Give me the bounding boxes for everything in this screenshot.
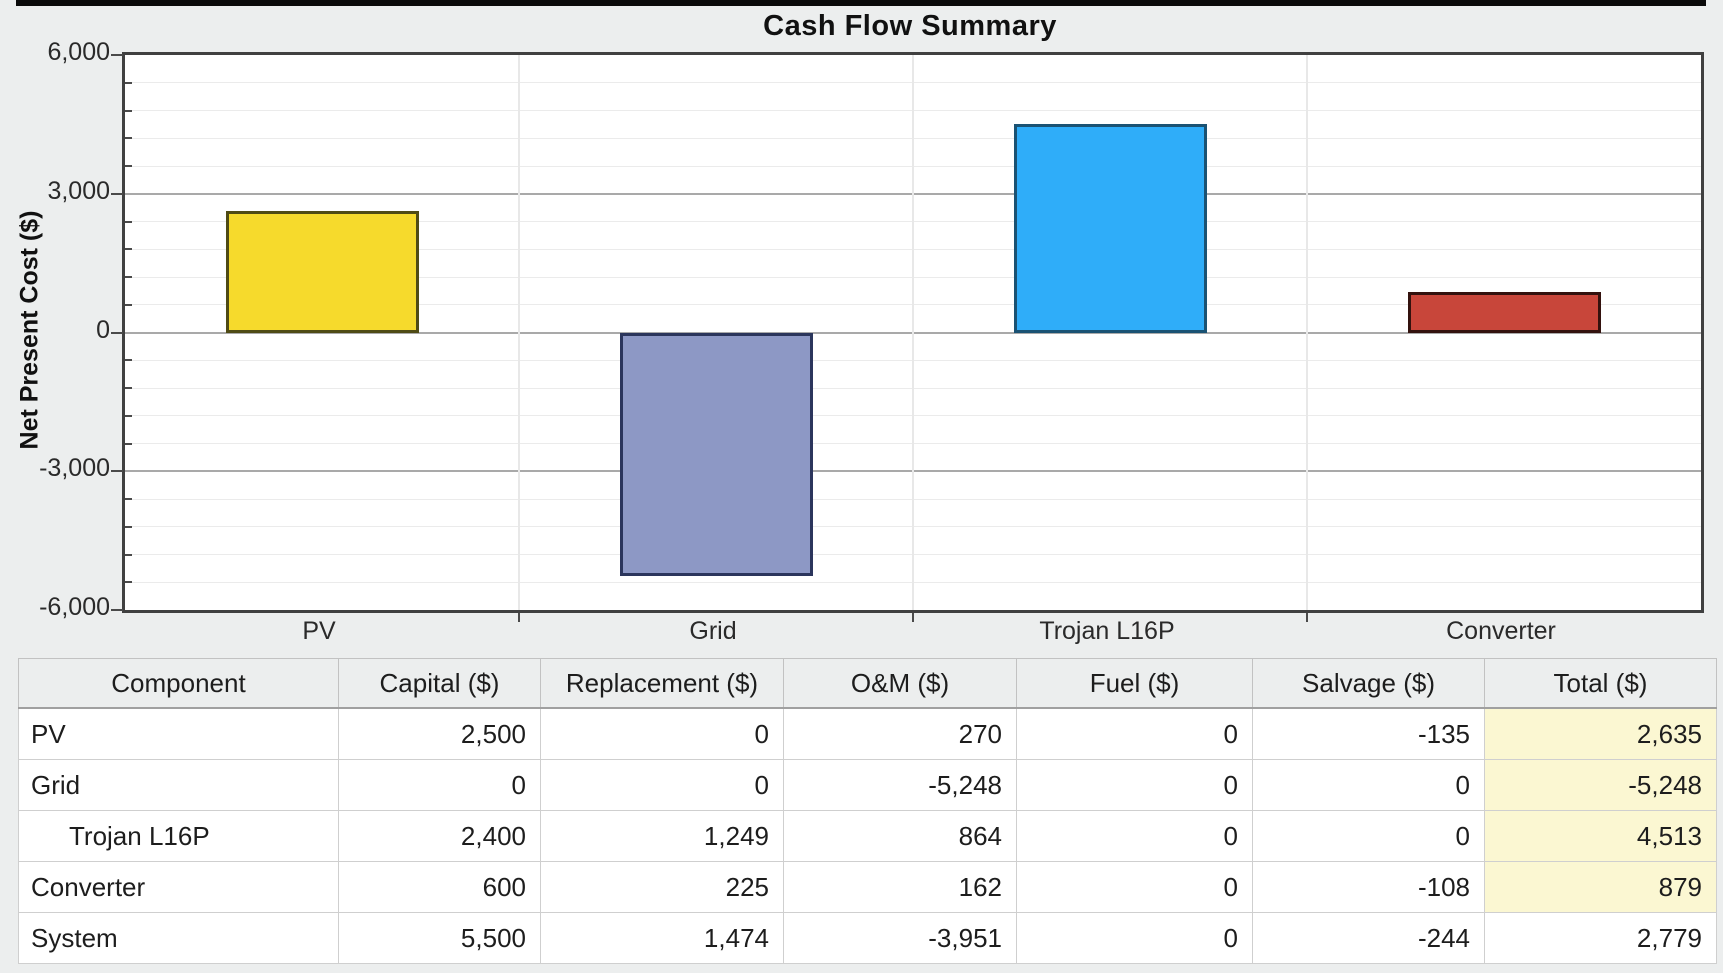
x-axis-tick [912,613,914,622]
bar-trojan-l16p [1014,124,1207,333]
table-cell: 2,500 [338,707,541,760]
category-gridline [1306,55,1308,610]
table-cell: -108 [1252,861,1485,913]
table-cell: 600 [338,861,541,913]
table-cell: 5,500 [338,912,541,964]
y-axis-tick-label: -6,000 [39,593,110,621]
table-cell: 0 [1016,707,1253,760]
x-axis-category-label: Trojan L16P [1039,617,1175,645]
column-header-total: Total ($) [1484,658,1717,709]
cost-summary-table: Component Capital ($) Replacement ($) O&… [18,658,1717,964]
y-axis-tick-label: 6,000 [47,38,110,66]
column-header-capital: Capital ($) [338,658,541,709]
table-cell: 2,400 [338,810,541,862]
table-cell-total: 2,635 [1484,707,1717,760]
y-axis-minor-tick [125,220,132,223]
column-header-replacement: Replacement ($) [540,658,784,709]
table-cell: 225 [540,861,784,913]
column-header-om: O&M ($) [783,658,1017,709]
table-row-pv: PV 2,500 0 270 0 -135 2,635 [18,707,1717,760]
table-row-grid: Grid 0 0 -5,248 0 0 -5,248 [18,759,1717,811]
y-axis-minor-tick [125,387,132,389]
cash-flow-chart: Cash Flow Summary Net Present Cost ($) 6… [16,10,1704,645]
table-cell-total: -5,248 [1484,759,1717,811]
table-cell: -244 [1252,912,1485,964]
table-cell: Grid [18,759,339,811]
y-axis-minor-tick [125,165,132,167]
y-axis-minor-tick [125,137,132,140]
x-axis-category-label: PV [302,617,336,645]
plot-area [122,52,1704,613]
table-header-row: Component Capital ($) Replacement ($) O&… [18,658,1717,709]
table-cell: 1,249 [540,810,784,862]
window-top-border [16,0,1706,6]
table-cell: 270 [783,707,1017,760]
y-axis-major-tick [111,609,123,611]
y-axis-minor-tick [125,109,132,112]
x-axis-tick [1306,613,1308,622]
table-cell: 0 [540,759,784,811]
column-header-fuel: Fuel ($) [1016,658,1253,709]
y-axis-minor-tick [125,581,132,584]
column-header-component: Component [18,658,339,709]
bar-converter [1408,292,1601,333]
y-axis-minor-tick [125,553,132,556]
table-cell: -5,248 [783,759,1017,811]
table-cell: -135 [1252,707,1485,760]
category-gridline [912,55,914,610]
table-cell: System [18,912,339,964]
table-cell: -3,951 [783,912,1017,964]
category-gridline [518,55,520,610]
table-cell: 864 [783,810,1017,862]
table-cell: 0 [1252,759,1485,811]
y-axis-minor-tick [125,498,132,500]
table-cell: Converter [18,861,339,913]
table-cell: 0 [1016,810,1253,862]
y-axis-minor-tick [125,81,132,84]
table-cell-total: 2,779 [1484,912,1717,964]
table-cell-total: 879 [1484,861,1717,913]
table-cell: 0 [1016,912,1253,964]
y-axis-minor-tick [125,414,132,417]
y-axis-major-tick [111,192,123,195]
y-axis-minor-tick [125,276,132,278]
table-cell: 0 [1016,759,1253,811]
table-row-system: System 5,500 1,474 -3,951 0 -244 2,779 [18,912,1717,964]
table-cell: PV [18,707,339,760]
bar-grid [620,333,813,576]
y-axis-major-tick [111,331,123,334]
x-axis-category-label: Converter [1446,617,1556,645]
table-cell: 0 [338,759,541,811]
x-axis-category-label: Grid [689,617,737,645]
y-axis-minor-tick [125,359,132,362]
y-axis-tick-label: -3,000 [39,454,110,483]
table-cell: 0 [1252,810,1485,862]
y-axis-minor-tick [125,303,132,306]
x-axis-tick [518,613,520,622]
bar-pv [226,211,419,333]
table-row-trojan-l16p: Trojan L16P 2,400 1,249 864 0 0 4,513 [18,810,1717,862]
y-axis-minor-tick [125,442,132,445]
table-cell: 0 [540,707,784,760]
y-axis-minor-tick [125,525,132,528]
y-axis-tick-label: 3,000 [47,176,110,205]
chart-title: Cash Flow Summary [763,10,1057,42]
table-cell: Trojan L16P [18,810,339,862]
y-axis-major-tick [111,54,123,56]
table-cell: 0 [1016,861,1253,913]
y-axis-minor-tick [125,248,132,251]
table-row-converter: Converter 600 225 162 0 -108 879 [18,861,1717,913]
y-axis-major-tick [111,470,123,473]
table-cell: 162 [783,861,1017,913]
table-cell: 1,474 [540,912,784,964]
table-cell-total: 4,513 [1484,810,1717,862]
column-header-salvage: Salvage ($) [1252,658,1485,709]
y-axis-tick-label: 0 [96,315,110,344]
